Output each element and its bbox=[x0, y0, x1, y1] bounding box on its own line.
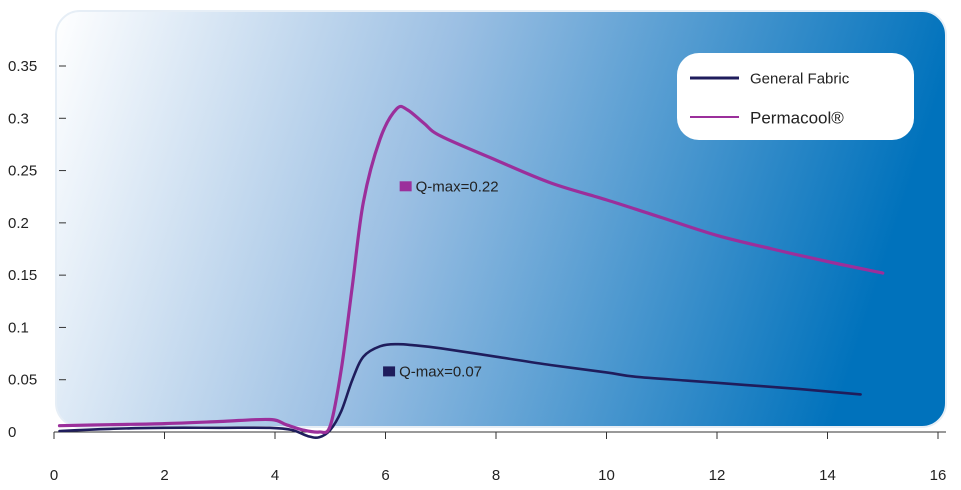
legend-box bbox=[677, 53, 914, 140]
y-tick-label: 0 bbox=[8, 424, 16, 441]
legend-label-general-fabric: General Fabric bbox=[750, 71, 850, 88]
x-tick-label: 4 bbox=[271, 467, 279, 484]
axes: 0 2 4 6 8 10 12 14 16 0 0.05 0.1 0.15 0.2 0.25 0.3 0.35 bbox=[8, 58, 946, 484]
series-line-general-fabric bbox=[58, 342, 862, 439]
y-tick-label: 0.25 bbox=[8, 163, 37, 180]
y-tick-label: 0.05 bbox=[8, 372, 37, 389]
annotation-marker bbox=[383, 366, 396, 377]
legend: General Fabric Permacool® bbox=[677, 53, 914, 140]
series-lines bbox=[57, 104, 885, 439]
x-tick-label: 14 bbox=[819, 467, 836, 484]
x-tick-label: 6 bbox=[381, 467, 389, 484]
annotation-label: Q-max=0.22 bbox=[416, 178, 499, 195]
x-tick-label: 10 bbox=[598, 467, 615, 484]
y-tick-label: 0.3 bbox=[8, 110, 29, 127]
annotations: Q-max=0.22 Q-max=0.07 bbox=[383, 178, 499, 380]
x-tick-label: 2 bbox=[160, 467, 168, 484]
y-tick-label: 0.2 bbox=[8, 215, 29, 232]
annotation-marker bbox=[399, 181, 412, 192]
series-line-permacool bbox=[57, 104, 885, 435]
x-tick-label: 16 bbox=[930, 467, 947, 484]
x-tick-label: 8 bbox=[492, 467, 500, 484]
x-tick-label: 12 bbox=[709, 467, 726, 484]
y-tick-label: 0.35 bbox=[8, 58, 37, 75]
y-tick-label: 0.1 bbox=[8, 319, 29, 336]
x-tick-label: 0 bbox=[50, 467, 58, 484]
y-tick-label: 0.15 bbox=[8, 267, 37, 284]
legend-label-permacool: Permacool® bbox=[750, 109, 844, 128]
annotation-label: Q-max=0.07 bbox=[399, 363, 482, 380]
